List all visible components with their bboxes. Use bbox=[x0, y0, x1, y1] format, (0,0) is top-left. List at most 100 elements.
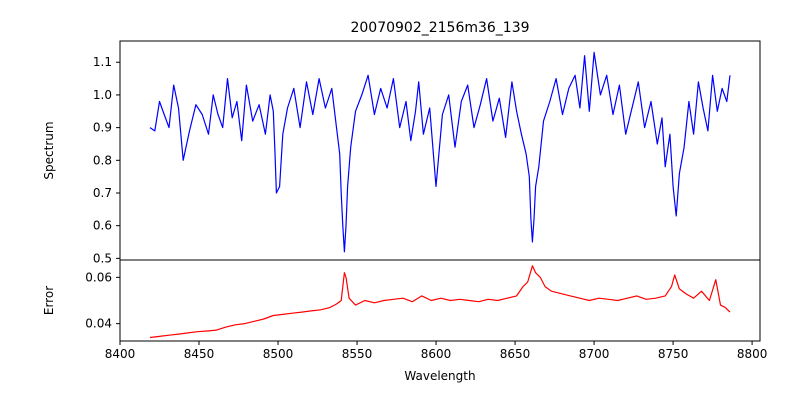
spectrum-data-point bbox=[217, 114, 218, 115]
spectrum-data-point bbox=[368, 75, 369, 76]
error-data-point bbox=[535, 272, 536, 273]
spectrum-data-point bbox=[208, 134, 209, 135]
spectrum-data-point bbox=[535, 186, 536, 187]
spectrum-data-point bbox=[665, 166, 666, 167]
spectrum-data-point bbox=[274, 150, 275, 151]
spectrum-data-point bbox=[202, 114, 203, 115]
error-data-point bbox=[273, 315, 274, 316]
spectrum-data-point bbox=[480, 104, 481, 105]
error-data-point bbox=[254, 321, 255, 322]
error-data-point bbox=[560, 293, 561, 294]
spectrum-series-layer bbox=[149, 51, 731, 253]
error-data-point bbox=[187, 332, 188, 333]
error-data-point bbox=[412, 301, 413, 302]
spectrum-data-point bbox=[562, 114, 563, 115]
x-tick-label: 8550 bbox=[342, 347, 373, 361]
spectrum-data-point bbox=[521, 134, 522, 135]
spectrum-data-point bbox=[195, 104, 196, 105]
spectrum-data-point bbox=[526, 153, 527, 154]
spectrum-series-line-0 bbox=[149, 51, 731, 253]
spectrum-data-point bbox=[492, 121, 493, 122]
spectrum-data-point bbox=[331, 88, 332, 89]
spectrum-data-point bbox=[638, 81, 639, 82]
spectrum-data-point bbox=[173, 85, 174, 86]
error-data-point bbox=[671, 286, 672, 287]
error-data-point bbox=[488, 299, 489, 300]
spectrum-data-point bbox=[530, 219, 531, 220]
spectrum-data-point bbox=[669, 134, 670, 135]
spectrum-data-point bbox=[556, 78, 557, 79]
spectrum-data-point bbox=[625, 134, 626, 135]
spectrum-y-tick-label: 1.1 bbox=[93, 55, 112, 69]
spectrum-data-point bbox=[236, 101, 237, 102]
error-y-tick-label: 0.04 bbox=[85, 317, 112, 331]
error-frame bbox=[119, 259, 761, 342]
error-data-point bbox=[178, 334, 179, 335]
spectrum-plot-area bbox=[120, 41, 760, 260]
spectrum-data-point bbox=[345, 225, 346, 226]
x-tick-label: 8800 bbox=[737, 347, 768, 361]
spectrum-data-point bbox=[344, 251, 345, 252]
spectrum-data-point bbox=[584, 55, 585, 56]
error-data-point bbox=[450, 300, 451, 301]
spectrum-y-ticks: 0.5 0.6 0.7 0.8 0.9 1.0 1.1 bbox=[93, 55, 120, 265]
spectrum-data-point bbox=[538, 166, 539, 167]
spectrum-data-point bbox=[698, 81, 699, 82]
error-data-point bbox=[685, 293, 686, 294]
spectrum-data-point bbox=[241, 140, 242, 141]
spectrum-data-point bbox=[374, 114, 375, 115]
x-axis-label: Wavelength bbox=[404, 369, 475, 383]
spectrum-data-point bbox=[568, 88, 569, 89]
error-data-point bbox=[579, 298, 580, 299]
error-data-point bbox=[235, 324, 236, 325]
spectrum-y-tick-label: 0.8 bbox=[93, 153, 112, 167]
error-data-point bbox=[402, 298, 403, 299]
spectrum-data-point bbox=[575, 75, 576, 76]
error-data-point bbox=[540, 277, 541, 278]
error-data-point bbox=[516, 295, 517, 296]
spectrum-data-point bbox=[516, 111, 517, 112]
spectrum-data-point bbox=[164, 114, 165, 115]
error-data-point bbox=[674, 274, 675, 275]
error-data-point bbox=[627, 298, 628, 299]
spectrum-data-point bbox=[341, 192, 342, 193]
error-y-tick-label: 0.06 bbox=[85, 270, 112, 284]
spectrum-y-tick-label: 0.5 bbox=[93, 251, 112, 265]
error-series-line-0 bbox=[149, 265, 731, 339]
spectrum-data-point bbox=[252, 121, 253, 122]
spectrum-data-point bbox=[293, 88, 294, 89]
spectrum-data-point bbox=[189, 130, 190, 131]
error-data-point bbox=[355, 305, 356, 306]
spectrum-data-point bbox=[631, 107, 632, 108]
spectrum-data-point bbox=[619, 85, 620, 86]
error-data-point bbox=[216, 330, 217, 331]
spectrum-data-point bbox=[342, 225, 343, 226]
spectrum-data-point bbox=[387, 107, 388, 108]
spectrum-data-point bbox=[693, 134, 694, 135]
error-data-point bbox=[421, 295, 422, 296]
spectrum-data-point bbox=[279, 186, 280, 187]
spectrum-data-point bbox=[336, 127, 337, 128]
error-data-point bbox=[345, 277, 346, 278]
spectrum-data-point bbox=[259, 104, 260, 105]
spectrum-data-point bbox=[300, 127, 301, 128]
error-data-point bbox=[197, 331, 198, 332]
spectrum-data-point bbox=[325, 107, 326, 108]
spectrum-data-point bbox=[178, 107, 179, 108]
spectrum-data-point bbox=[461, 101, 462, 102]
error-data-point bbox=[551, 291, 552, 292]
spectrum-data-point bbox=[435, 186, 436, 187]
spectrum-data-point bbox=[312, 114, 313, 115]
error-data-point bbox=[545, 286, 546, 287]
spectrum-data-point bbox=[350, 147, 351, 148]
spectrum-data-point bbox=[355, 111, 356, 112]
error-data-point bbox=[282, 314, 283, 315]
spectrum-data-point bbox=[612, 114, 613, 115]
spectrum-data-point bbox=[319, 78, 320, 79]
error-data-point bbox=[341, 300, 342, 301]
chart-title: 20070902_2156m36_139 bbox=[350, 20, 529, 36]
error-data-point bbox=[336, 303, 337, 304]
spectrum-data-point bbox=[183, 160, 184, 161]
spectrum-data-point bbox=[688, 101, 689, 102]
x-tick-label: 8450 bbox=[184, 347, 215, 361]
